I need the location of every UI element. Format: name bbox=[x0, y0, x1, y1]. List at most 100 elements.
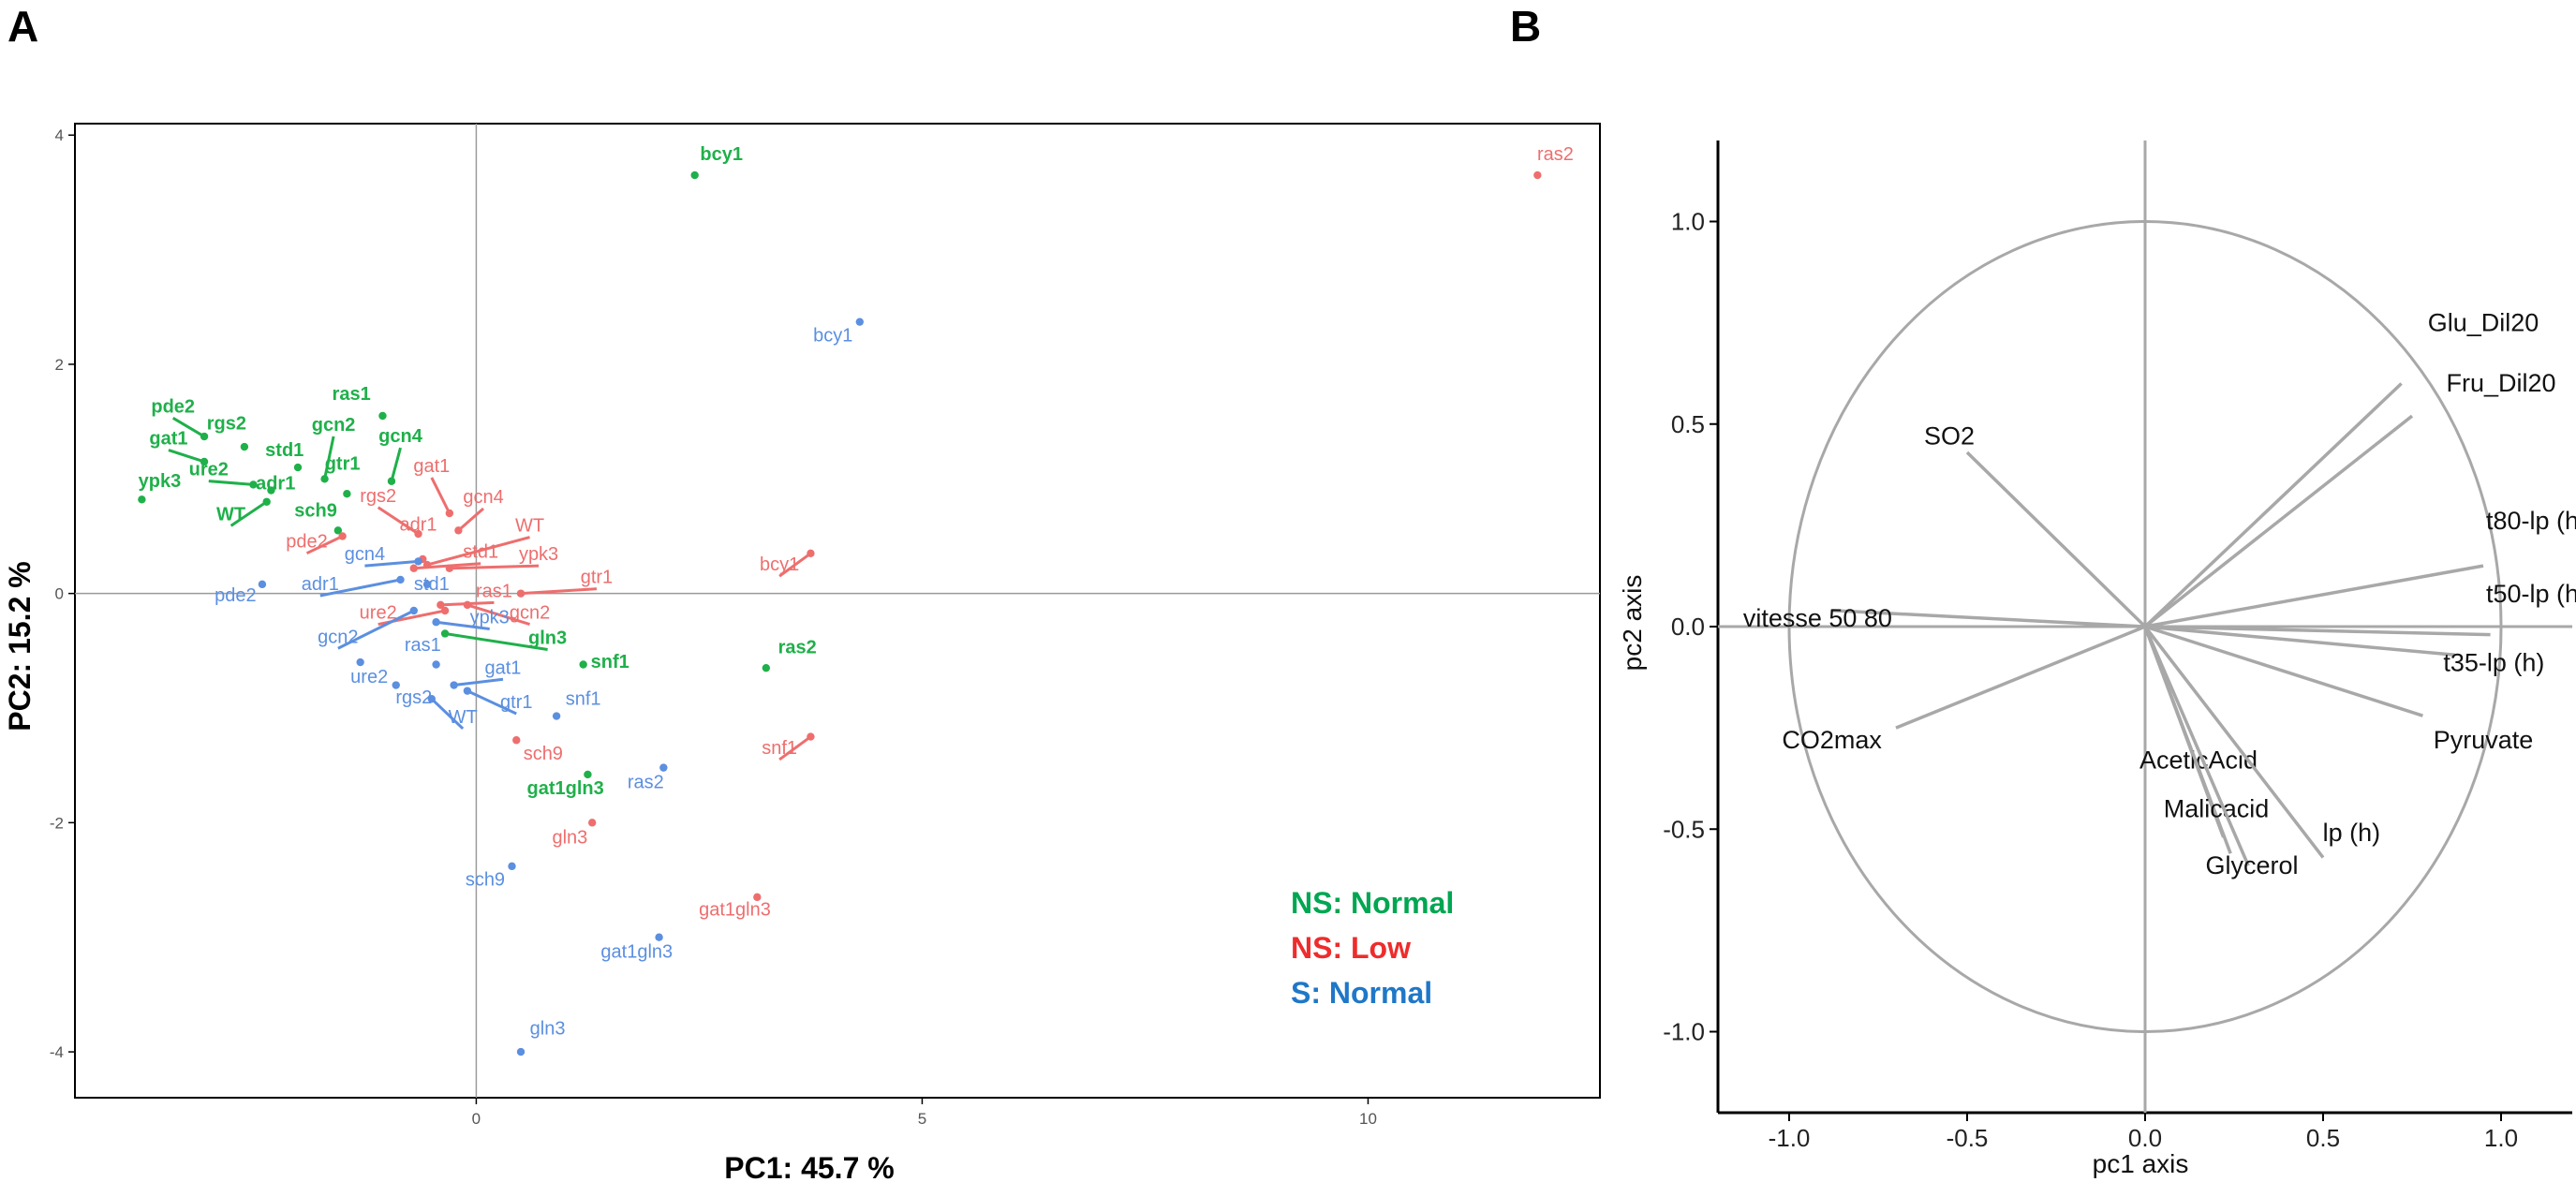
data-point-ure2 bbox=[440, 606, 450, 615]
data-point-gtr1 bbox=[343, 490, 351, 498]
point-label-gln3: gln3 bbox=[552, 827, 587, 848]
loading-vector-label: t80-lp (h) bbox=[2486, 507, 2576, 535]
point-label-gtr1: gtr1 bbox=[581, 568, 613, 588]
data-point-gcn2 bbox=[320, 475, 329, 483]
point-label-gcn2: gcn2 bbox=[312, 415, 356, 436]
loading-vector-line bbox=[2144, 625, 2491, 637]
label-leader-line bbox=[520, 587, 598, 596]
data-point-ras1 bbox=[437, 600, 445, 610]
data-point-rgs2 bbox=[240, 442, 249, 451]
series-ns-low: ras2 bcy1 gat1 rgs2 gcn4 adr1 WT std1 pde2 ypk3 gt… bbox=[286, 144, 1574, 920]
vector-glu-dil20: Glu_Dil20 bbox=[2143, 308, 2539, 628]
data-point-ras1 bbox=[432, 660, 440, 669]
data-point-bcy1 bbox=[690, 170, 699, 180]
point-label-gcn4: gcn4 bbox=[378, 426, 423, 447]
data-point-ras2 bbox=[762, 663, 771, 672]
loading-vector-line bbox=[2143, 382, 2403, 628]
loading-vector-label: Glycerol bbox=[2205, 851, 2298, 879]
vector-glycerol: Glycerol bbox=[2143, 626, 2299, 879]
data-point-gat1 bbox=[200, 457, 209, 466]
point-label-ras1: ras1 bbox=[333, 384, 371, 405]
vector-t50-lp-h-: t50-lp (h) bbox=[2144, 580, 2576, 637]
data-point-ure2 bbox=[356, 657, 364, 667]
loading-vector-label: Glu_Dil20 bbox=[2428, 308, 2539, 336]
vector-co2max: CO2max bbox=[1782, 625, 2146, 754]
point-label-sch9: sch9 bbox=[294, 501, 337, 522]
label-leader-line bbox=[457, 507, 485, 532]
data-point-rgs2 bbox=[414, 529, 422, 539]
data-point-pde2 bbox=[258, 580, 267, 589]
loading-vector-line bbox=[2143, 625, 2325, 859]
loading-vector-label: t35-lp (h) bbox=[2443, 649, 2544, 677]
data-point-rgs2 bbox=[392, 681, 400, 689]
point-label-gcn2: gcn2 bbox=[510, 603, 550, 624]
label-leader-line bbox=[364, 559, 419, 568]
point-label-gtr1: gtr1 bbox=[500, 692, 532, 713]
data-point-adr1 bbox=[396, 575, 405, 584]
panel-letter-b: B bbox=[1510, 2, 1541, 51]
label-leader-line bbox=[778, 552, 812, 578]
vector-so2: SO2 bbox=[1924, 421, 2147, 628]
correlation-circle bbox=[1787, 220, 2503, 1033]
data-point-std1 bbox=[409, 564, 418, 572]
panel-b-y-tick-label: -0.5 bbox=[1663, 815, 1705, 843]
point-label-ypk3: ypk3 bbox=[519, 544, 558, 565]
vector-lp-h-: lp (h) bbox=[2143, 625, 2381, 859]
label-leader-line bbox=[323, 436, 335, 480]
point-label-std1: std1 bbox=[414, 574, 450, 595]
label-leader-line bbox=[778, 735, 812, 761]
point-label-gcn4: gcn4 bbox=[463, 487, 503, 508]
loading-vector-line bbox=[2144, 625, 2455, 657]
panel-a-legend: NS: Normal NS: Low S: Normal bbox=[1291, 886, 1454, 1010]
data-point-ypk3 bbox=[138, 495, 146, 504]
loading-vector-label: lp (h) bbox=[2323, 819, 2381, 847]
point-label-gat1: gat1 bbox=[149, 429, 187, 450]
data-point-gtr1 bbox=[516, 589, 526, 598]
panel-letter-a: A bbox=[7, 2, 38, 51]
panel-b-x-tick-label: 1.0 bbox=[2484, 1124, 2518, 1152]
point-label-adr1: adr1 bbox=[400, 514, 437, 535]
loading-vector-line bbox=[1831, 608, 2146, 628]
data-point-gat1gln3 bbox=[655, 933, 663, 941]
panel-b-y-tick-label: 0.0 bbox=[1671, 613, 1705, 641]
loading-vector-label: Malicacid bbox=[2164, 794, 2270, 822]
series-ns-normal: bcy1 ras1 pde2 rgs2 gat1 gcn2 gcn4 std1 ure2 gtr1… bbox=[138, 144, 817, 799]
point-label-std1: std1 bbox=[265, 440, 303, 461]
point-label-snf1: snf1 bbox=[762, 738, 797, 759]
data-point-gln3 bbox=[440, 629, 450, 638]
point-label-gcn4: gcn4 bbox=[345, 544, 385, 565]
label-leader-line bbox=[319, 578, 401, 598]
point-label-ras2: ras2 bbox=[628, 773, 664, 793]
panel-b-axes: -1.0 -0.5 0.0 0.5 1.0 1.0 0.5 0.0 -0.5 -1.0 bbox=[1663, 140, 2572, 1152]
panel-b-x-tick-label: 0.5 bbox=[2306, 1124, 2340, 1152]
panel-b-y-tick-label: 1.0 bbox=[1671, 208, 1705, 236]
panel-b-x-axis-title: pc1 axis bbox=[2093, 1149, 2189, 1178]
loading-vector-label: SO2 bbox=[1924, 421, 1975, 450]
loading-vector-line bbox=[2143, 626, 2232, 854]
panel-a-y-tick-label: -4 bbox=[50, 1043, 64, 1061]
point-label-std1: std1 bbox=[463, 542, 498, 563]
panel-a-x-axis-title: PC1: 45.7 % bbox=[724, 1151, 894, 1182]
data-point-gln3 bbox=[587, 819, 597, 827]
panel-b-y-tick-label: -1.0 bbox=[1663, 1018, 1705, 1046]
data-point-gln3 bbox=[516, 1047, 526, 1056]
data-point-gcn2 bbox=[463, 600, 472, 610]
point-label-pde2: pde2 bbox=[286, 532, 328, 553]
point-label-bcy1: bcy1 bbox=[813, 325, 852, 346]
loading-vector-line bbox=[2144, 625, 2423, 717]
vector-malicacid: Malicacid bbox=[2143, 626, 2270, 854]
legend-entry: NS: Low bbox=[1291, 931, 1411, 965]
point-label-ypk3: ypk3 bbox=[139, 471, 182, 492]
data-point-gcn4 bbox=[454, 526, 463, 535]
point-label-WT: WT bbox=[216, 504, 245, 525]
data-point-bcy1 bbox=[855, 318, 865, 326]
point-label-sch9: sch9 bbox=[466, 870, 505, 891]
point-label-gln3: gln3 bbox=[530, 1019, 566, 1040]
data-point-gat1gln3 bbox=[753, 893, 762, 902]
point-label-gat1: gat1 bbox=[413, 456, 450, 477]
data-point-sch9 bbox=[512, 736, 521, 745]
panel-a-x-tick-label: 5 bbox=[918, 1110, 926, 1128]
label-leader-line bbox=[229, 500, 268, 527]
data-point-bcy1 bbox=[807, 549, 815, 558]
loading-vector-line bbox=[2143, 626, 2250, 866]
